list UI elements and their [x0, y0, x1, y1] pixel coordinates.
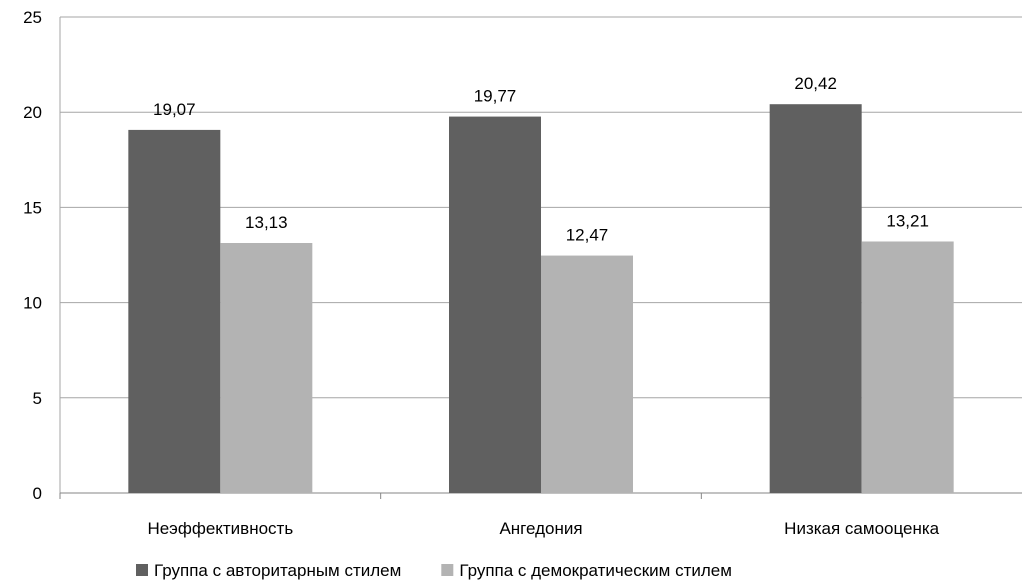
x-category-labels: Неэффективность Ангедония Низкая самооценк… [147, 519, 939, 538]
data-label: 19,07 [153, 100, 196, 119]
bar-authoritarian [128, 129, 221, 493]
y-tick-label: 15 [23, 198, 42, 217]
x-category-label: Низкая самооценка [784, 519, 940, 538]
data-labels: 19,07 13,13 19,77 12,47 20,42 13,21 [153, 74, 929, 244]
bar-democratic [220, 243, 313, 493]
data-label: 13,13 [245, 213, 288, 232]
y-tick-label: 20 [23, 103, 42, 122]
legend-swatch [136, 564, 148, 576]
y-tick-labels: 0 5 10 15 20 25 [23, 8, 42, 503]
data-label: 19,77 [474, 87, 517, 106]
y-tick-label: 0 [33, 484, 42, 503]
bar-authoritarian [769, 104, 862, 494]
x-category-label: Ангедония [499, 519, 582, 538]
bar-democratic [541, 255, 633, 493]
bars [128, 104, 954, 494]
bar-democratic [861, 241, 954, 493]
legend-label: Группа с авторитарным стилем [154, 561, 401, 580]
y-tick-label: 5 [33, 389, 42, 408]
bar-authoritarian [449, 116, 541, 494]
y-tick-label: 10 [23, 294, 42, 313]
legend-swatch [441, 564, 454, 576]
legend: Группа с авторитарным стилем Группа с дем… [136, 561, 732, 580]
data-label: 20,42 [794, 74, 837, 93]
data-label: 12,47 [566, 226, 609, 245]
y-tick-label: 25 [23, 8, 42, 27]
x-category-label: Неэффективность [147, 519, 293, 538]
data-label: 13,21 [886, 211, 929, 230]
legend-label: Группа с демократическим стилем [459, 561, 732, 580]
